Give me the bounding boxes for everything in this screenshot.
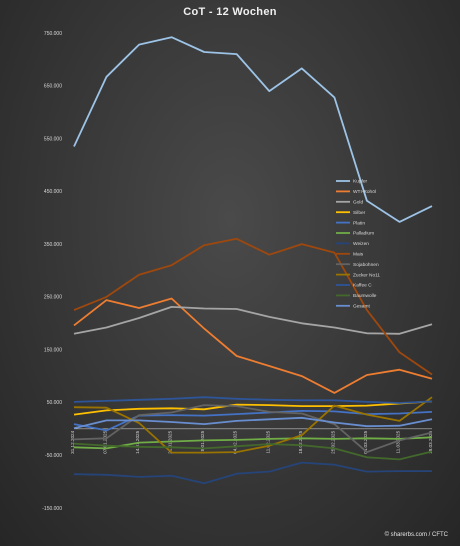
x-tick-label: 28.01.2025 [200, 430, 205, 453]
y-tick-label: 350.000 [44, 242, 62, 248]
series-line-wti-roh-l [73, 297, 433, 394]
legend-label: Palladium [353, 231, 374, 237]
legend-label: Platin [353, 220, 365, 226]
x-tick-label: 18.03.2025 [428, 430, 433, 453]
series-line-weizen [73, 461, 432, 485]
legend: Kupfer WTI-Rohöl Gold Silber Platin Palladium… [336, 179, 380, 310]
source-credit: © sharerbs.com / CFTC [384, 532, 448, 538]
series-line-kaffee-c [73, 396, 433, 404]
y-tick-label: 650.000 [44, 84, 62, 90]
legend-label: Silber [353, 210, 366, 216]
legend-label: Baumwolle [353, 293, 377, 299]
legend-label: Mais [353, 252, 364, 258]
series-line-mais [73, 237, 433, 376]
x-tick-label: 25.02.2025 [330, 430, 335, 453]
legend-label: WTI-Rohöl [353, 189, 376, 195]
series-line-palladium [73, 436, 433, 450]
series-line-kupfer [73, 36, 433, 223]
y-tick-label: -50.000 [45, 453, 62, 459]
legend-label: Gesamt [353, 304, 370, 310]
y-tick-label: 250.000 [44, 295, 62, 301]
series-line-silber [73, 400, 433, 416]
series-line-gesamt [73, 416, 433, 430]
x-tick-label: 11.02.2025 [265, 430, 270, 453]
y-tick-label: 50.000 [47, 400, 63, 406]
series-line-baumwolle [73, 442, 433, 461]
x-tick-label: 31.12.2024 [70, 430, 75, 453]
y-axis-ticks: -150.000 -50.000 50.000 150.000 250.000 350.0… [42, 31, 62, 512]
x-tick-label: 18.02.2025 [298, 430, 303, 453]
x-tick-label: 04.03.2025 [363, 430, 368, 453]
y-tick-label: 750.000 [44, 31, 62, 37]
legend-label: Kaffee C [353, 283, 372, 289]
y-tick-label: 150.000 [44, 347, 62, 353]
legend-label: Zucker No11 [353, 272, 380, 278]
series-line-sojabohnen [73, 404, 433, 454]
x-axis-ticks: 31.12.2024 07.01.2025 14.01.2025 21.01.2025… [70, 430, 433, 453]
y-tick-label: -150.000 [42, 506, 62, 512]
y-tick-label: 450.000 [44, 189, 62, 195]
series-line-gold [73, 305, 433, 335]
x-tick-label: 07.01.2025 [103, 430, 108, 453]
x-tick-label: 11.03.2025 [395, 430, 400, 453]
y-tick-label: 550.000 [44, 136, 62, 142]
legend-label: Sojabohnen [353, 262, 379, 268]
x-tick-label: 04.02.2025 [233, 430, 238, 453]
series-lines [73, 36, 433, 485]
chart-title: CoT - 12 Wochen [183, 6, 277, 18]
legend-label: Kupfer [353, 179, 368, 185]
legend-label: Weizen [353, 241, 369, 247]
legend-label: Gold [353, 200, 363, 206]
